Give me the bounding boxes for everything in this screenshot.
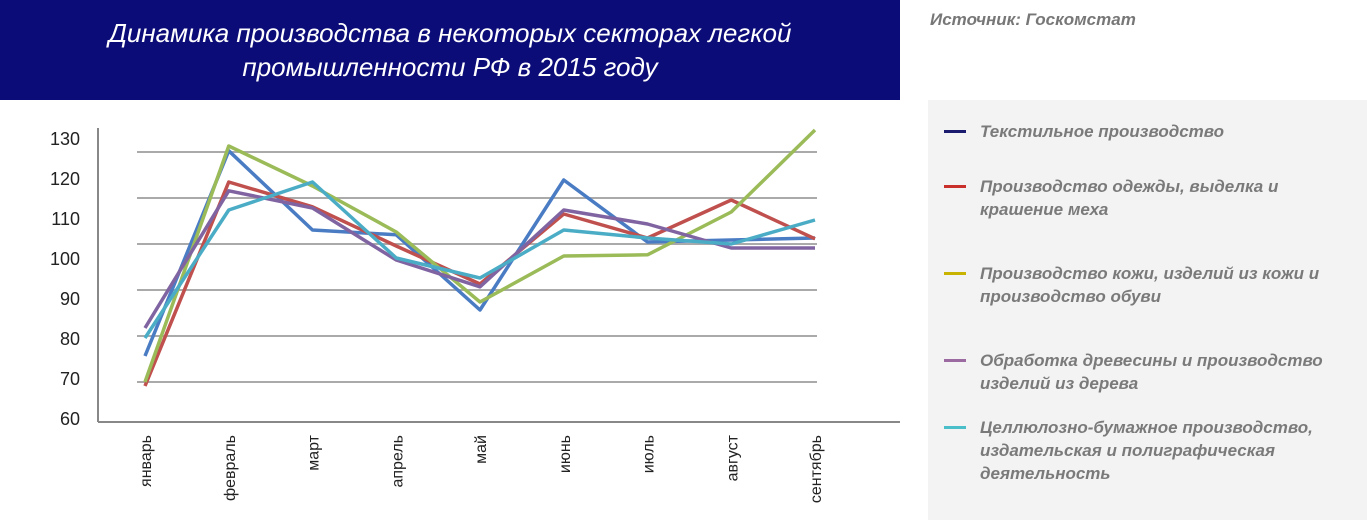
chart-title-text: Динамика производства в некоторых сектор… — [108, 18, 792, 82]
series-line-2 — [143, 128, 817, 383]
line-chart: 130 120 110 100 90 80 70 60 январь февраль март апр… — [50, 128, 900, 503]
legend-label: Текстильное производство — [980, 122, 1225, 141]
y-tick-label: 110 — [51, 209, 80, 229]
legend-swatch — [944, 359, 966, 362]
x-tick-label: сентябрь — [808, 435, 825, 503]
series-line-1 — [143, 180, 816, 387]
legend-item: Текстильное производство — [944, 120, 1340, 143]
x-tick-label: август — [724, 434, 741, 481]
legend-item: Целлюлозно-бумажное производство, издате… — [944, 416, 1345, 485]
chart-title: Динамика производства в некоторых сектор… — [0, 0, 900, 100]
legend: Текстильное производство Производство оде… — [928, 100, 1367, 520]
y-tick-label: 120 — [50, 169, 80, 189]
legend-swatch — [944, 426, 966, 429]
legend-swatch — [944, 272, 966, 275]
x-tick-label: июль — [641, 435, 658, 473]
legend-label: Производство одежды, выделка и крашение … — [980, 177, 1279, 219]
legend-item: Производство одежды, выделка и крашение … — [944, 175, 1345, 221]
y-tick-label: 60 — [60, 409, 80, 429]
x-tick-label: апрель — [389, 435, 406, 488]
x-tick-label: январь — [138, 435, 155, 487]
y-tick-label: 100 — [50, 249, 80, 269]
legend-swatch — [944, 130, 966, 133]
y-tick-label: 70 — [60, 369, 80, 389]
legend-label: Производство кожи, изделий из кожи и про… — [980, 264, 1320, 306]
series-line-0 — [143, 149, 816, 357]
x-tick-label: март — [306, 434, 323, 470]
series-line-3 — [143, 189, 815, 329]
x-tick-label: май — [473, 435, 490, 464]
series-line-4 — [143, 180, 816, 339]
y-tick-label: 80 — [60, 329, 80, 349]
source-note: Источник: Госкомстат — [930, 10, 1136, 29]
legend-label: Обработка древесины и производство издел… — [980, 351, 1323, 393]
legend-item: Производство кожи, изделий из кожи и про… — [944, 262, 1345, 308]
y-tick-label: 130 — [50, 129, 80, 149]
x-tick-label: июнь — [557, 435, 574, 473]
legend-item: Обработка древесины и производство издел… — [944, 349, 1345, 395]
y-tick-label: 90 — [60, 289, 80, 309]
legend-swatch — [944, 185, 966, 188]
legend-label: Целлюлозно-бумажное производство, издате… — [980, 418, 1313, 483]
x-tick-label: февраль — [222, 435, 239, 501]
